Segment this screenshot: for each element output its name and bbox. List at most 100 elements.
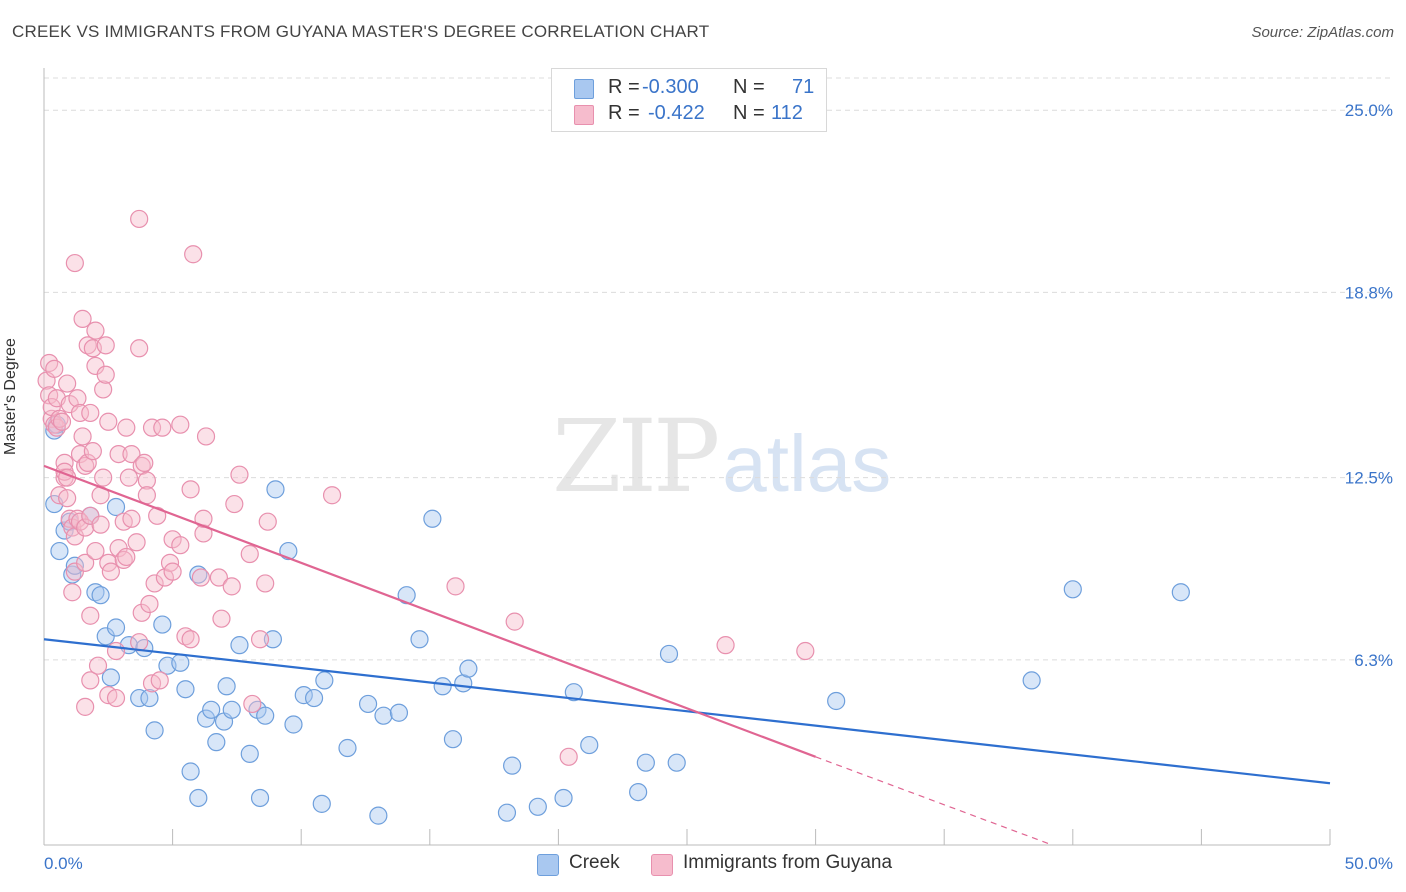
guyana-point — [40, 353, 59, 373]
guyana-point — [209, 568, 228, 587]
guyana-point — [184, 245, 203, 264]
guyana-point — [83, 442, 102, 461]
watermark: ZIPatlas — [552, 398, 891, 515]
guyana-point — [96, 365, 115, 384]
creek-point — [358, 694, 378, 714]
creek-point — [135, 638, 154, 658]
guyana-point — [145, 574, 164, 593]
creek-trend-line — [43, 638, 1331, 785]
creek-point — [266, 480, 285, 499]
guyana-point — [212, 609, 231, 628]
guyana-point — [163, 562, 182, 581]
guyana-point — [76, 697, 95, 716]
creek-point — [256, 706, 275, 725]
guyana-point — [78, 336, 97, 355]
bottom-legend-label: Immigrants from Guyana — [683, 852, 893, 873]
guyana-point — [106, 641, 126, 661]
creek-point — [389, 703, 409, 722]
guyana-point — [191, 568, 210, 587]
guyana-point — [142, 418, 162, 437]
creek-point — [202, 700, 221, 719]
guyana-point — [181, 480, 200, 499]
guyana-point — [153, 418, 172, 437]
creek-point — [189, 788, 208, 808]
guyana-point — [106, 688, 126, 708]
creek-point — [250, 788, 270, 808]
watermark-atlas: atlas — [722, 419, 892, 508]
y-tick-label: 18.8% — [1345, 283, 1393, 302]
legend-n-label: N = — [733, 76, 765, 98]
guyana-point — [196, 427, 216, 446]
guyana-point — [150, 671, 169, 690]
bottom-legend-swatch-creek — [537, 854, 559, 876]
creek-point — [189, 565, 208, 584]
creek-point — [240, 744, 259, 763]
creek-point — [181, 762, 200, 781]
creek-point — [443, 730, 463, 749]
guyana-point — [130, 209, 149, 229]
creek-point — [338, 738, 357, 758]
creek-point — [410, 630, 429, 649]
guyana-point — [240, 544, 259, 564]
guyana-point — [86, 321, 105, 340]
y-tick-label: 12.5% — [1345, 469, 1393, 488]
legend-n-label: N = — [733, 102, 765, 124]
guyana-point — [68, 389, 87, 408]
guyana-point — [117, 547, 136, 567]
creek-point — [374, 706, 393, 725]
guyana-point — [171, 536, 190, 555]
guyana-point — [94, 380, 113, 399]
bottom-legend-swatch-guyana — [651, 854, 673, 876]
creek-point — [145, 721, 164, 740]
guyana-point — [222, 577, 241, 596]
guyana-point — [181, 630, 200, 649]
guyana-point — [101, 562, 120, 581]
guyana-point — [99, 412, 118, 431]
creek-point — [130, 688, 149, 708]
creek-point — [423, 509, 442, 528]
guyana-point — [114, 550, 133, 570]
guyana-point — [148, 506, 167, 525]
legend-r-value: -0.300 — [642, 76, 699, 98]
guyana-point — [78, 453, 97, 473]
guyana-point — [76, 456, 95, 475]
creek-point — [222, 700, 241, 719]
guyana-point — [225, 494, 244, 514]
guyana-point — [250, 630, 270, 649]
guyana-point — [122, 509, 141, 528]
guyana-point — [76, 553, 95, 572]
creek-point — [294, 686, 313, 705]
guyana-point — [256, 574, 275, 593]
guyana-point — [176, 627, 195, 646]
creek-point — [659, 644, 679, 664]
guyana-point — [81, 606, 100, 625]
creek-point — [91, 586, 110, 605]
y-tick-label: 25.0% — [1345, 101, 1393, 120]
guyana-point — [81, 403, 100, 423]
legend-n-value: 71 — [792, 76, 815, 98]
creek-point — [196, 709, 216, 728]
guyana-point — [70, 512, 90, 531]
watermark-zip: ZIP — [552, 398, 720, 515]
legend-n-value: 112 — [771, 102, 803, 124]
creek-point — [636, 753, 655, 772]
creek-point — [263, 630, 283, 649]
guyana-point — [50, 409, 69, 428]
creek-point — [304, 688, 324, 708]
guyana-point — [230, 465, 249, 484]
guyana-point — [58, 489, 77, 508]
creek-point — [140, 688, 159, 708]
stats-legend: R = -0.300 N = 71 R = -0.422 N = 112 — [551, 68, 827, 132]
guyana-point — [88, 656, 108, 675]
creek-point — [369, 806, 388, 825]
guyana-point — [63, 583, 82, 602]
guyana-trend-line — [43, 464, 816, 758]
guyana-point — [322, 486, 342, 505]
guyana-point — [73, 309, 92, 328]
guyana-point — [94, 468, 113, 487]
guyana-point — [91, 515, 110, 534]
creek-point — [171, 653, 190, 672]
bottom-legend-label: Creek — [569, 852, 620, 873]
creek-point — [101, 668, 120, 687]
y-axis-label: Master's Degree — [2, 338, 19, 455]
